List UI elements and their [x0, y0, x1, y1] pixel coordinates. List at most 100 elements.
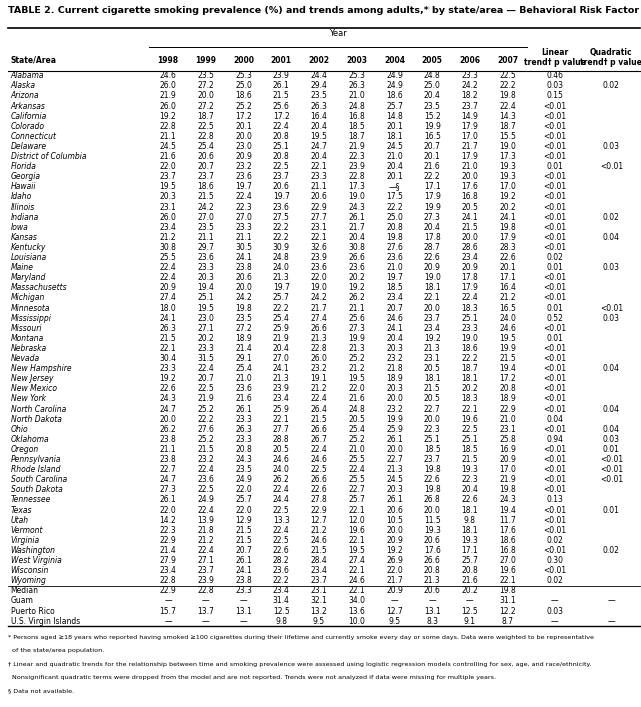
Text: 32.1: 32.1 — [311, 597, 328, 605]
Text: Virginia: Virginia — [10, 536, 40, 545]
Text: 16.8: 16.8 — [348, 112, 365, 121]
Text: 19.4: 19.4 — [499, 506, 516, 515]
Text: 27.1: 27.1 — [197, 556, 214, 565]
Text: 24.6: 24.6 — [310, 455, 328, 464]
Text: 27.4: 27.4 — [160, 293, 176, 303]
Text: 31.4: 31.4 — [273, 597, 290, 605]
Text: 25.4: 25.4 — [235, 364, 252, 373]
Text: 18.6: 18.6 — [499, 536, 516, 545]
Text: 9.8: 9.8 — [275, 617, 287, 626]
Text: 16.4: 16.4 — [310, 112, 328, 121]
Text: 22.4: 22.4 — [197, 465, 214, 474]
Text: 0.04: 0.04 — [546, 414, 563, 423]
Text: 23.7: 23.7 — [310, 576, 328, 585]
Text: 23.6: 23.6 — [197, 253, 214, 262]
Text: 24.1: 24.1 — [235, 566, 252, 575]
Text: 21.6: 21.6 — [348, 395, 365, 404]
Text: 20.7: 20.7 — [197, 162, 214, 171]
Text: 19.5: 19.5 — [348, 374, 365, 383]
Text: 26.7: 26.7 — [310, 435, 328, 444]
Text: 20.9: 20.9 — [386, 536, 403, 545]
Text: 21.0: 21.0 — [235, 374, 252, 383]
Text: 13.9: 13.9 — [197, 515, 214, 525]
Text: 21.6: 21.6 — [462, 576, 478, 585]
Text: 20.6: 20.6 — [310, 192, 328, 201]
Text: New Jersey: New Jersey — [10, 374, 53, 383]
Text: 18.7: 18.7 — [462, 364, 478, 373]
Point — [522, 42, 530, 51]
Text: 27.4: 27.4 — [310, 314, 328, 322]
Text: 23.7: 23.7 — [197, 566, 214, 575]
Text: 23.7: 23.7 — [160, 173, 176, 181]
Text: <0.01: <0.01 — [544, 152, 567, 161]
Text: 19.9: 19.9 — [386, 414, 403, 423]
Text: 18.7: 18.7 — [499, 122, 516, 131]
Text: 22.8: 22.8 — [160, 122, 176, 131]
Text: 22.0: 22.0 — [348, 385, 365, 393]
Text: 17.1: 17.1 — [499, 273, 516, 282]
Text: 22.9: 22.9 — [160, 586, 176, 595]
Text: 18.6: 18.6 — [235, 91, 252, 100]
Text: 24.1: 24.1 — [499, 213, 516, 222]
Text: 22.4: 22.4 — [348, 465, 365, 474]
Text: TABLE 2. Current cigarette smoking prevalence (%) and trends among adults,* by s: TABLE 2. Current cigarette smoking preva… — [8, 6, 641, 15]
Text: 21.3: 21.3 — [273, 273, 290, 282]
Text: 24.0: 24.0 — [273, 263, 290, 272]
Text: 21.9: 21.9 — [160, 91, 176, 100]
Text: <0.01: <0.01 — [544, 324, 567, 333]
Text: 26.1: 26.1 — [235, 404, 252, 414]
Text: Washington: Washington — [10, 546, 56, 555]
Text: 25.2: 25.2 — [348, 435, 365, 444]
Text: 21.2: 21.2 — [499, 293, 516, 303]
Text: 23.6: 23.6 — [273, 566, 290, 575]
Text: 17.9: 17.9 — [462, 284, 478, 293]
Text: 0.01: 0.01 — [546, 303, 563, 312]
Text: 24.2: 24.2 — [197, 202, 214, 211]
Text: 27.2: 27.2 — [197, 102, 214, 110]
Text: 19.7: 19.7 — [273, 192, 290, 201]
Text: 27.3: 27.3 — [160, 485, 176, 494]
Text: 25.0: 25.0 — [235, 81, 252, 90]
Text: Vermont: Vermont — [10, 526, 43, 534]
Text: 20.6: 20.6 — [197, 152, 214, 161]
Text: 21.6: 21.6 — [235, 395, 252, 404]
Text: 15.5: 15.5 — [499, 132, 516, 141]
Text: 20.0: 20.0 — [424, 414, 440, 423]
Text: 21.1: 21.1 — [197, 233, 214, 242]
Text: 25.1: 25.1 — [273, 142, 290, 151]
Text: Guam: Guam — [10, 597, 33, 605]
Text: 0.02: 0.02 — [546, 536, 563, 545]
Text: 0.04: 0.04 — [603, 364, 620, 373]
Text: 19.2: 19.2 — [424, 334, 440, 343]
Text: 23.2: 23.2 — [386, 354, 403, 363]
Text: 20.6: 20.6 — [235, 273, 252, 282]
Text: 26.1: 26.1 — [273, 81, 290, 90]
Text: 22.6: 22.6 — [499, 253, 516, 262]
Text: 23.3: 23.3 — [462, 71, 478, 81]
Text: † Linear and quadratic trends for the relationship between time and smoking prev: † Linear and quadratic trends for the re… — [8, 662, 591, 667]
Text: 20.0: 20.0 — [235, 284, 252, 293]
Text: <0.01: <0.01 — [544, 354, 567, 363]
Text: Delaware: Delaware — [10, 142, 47, 151]
Text: 20.3: 20.3 — [197, 273, 214, 282]
Text: 13.7: 13.7 — [197, 607, 214, 616]
Text: 22.1: 22.1 — [349, 506, 365, 515]
Text: 23.1: 23.1 — [311, 223, 328, 232]
Text: 25.8: 25.8 — [499, 435, 516, 444]
Text: 22.6: 22.6 — [311, 485, 328, 494]
Text: 23.3: 23.3 — [235, 414, 252, 423]
Text: 22.5: 22.5 — [197, 122, 214, 131]
Text: 19.0: 19.0 — [310, 284, 328, 293]
Text: 18.7: 18.7 — [197, 112, 214, 121]
Text: —: — — [390, 597, 398, 605]
Text: Wyoming: Wyoming — [10, 576, 46, 585]
Text: 23.5: 23.5 — [424, 102, 440, 110]
Text: 26.6: 26.6 — [310, 324, 328, 333]
Text: 21.5: 21.5 — [160, 334, 176, 343]
Text: <0.01: <0.01 — [544, 465, 567, 474]
Text: 1999: 1999 — [196, 56, 216, 64]
Text: 8.7: 8.7 — [502, 617, 513, 626]
Text: Nevada: Nevada — [10, 354, 40, 363]
Text: 0.04: 0.04 — [603, 425, 620, 434]
Text: 20.9: 20.9 — [235, 152, 252, 161]
